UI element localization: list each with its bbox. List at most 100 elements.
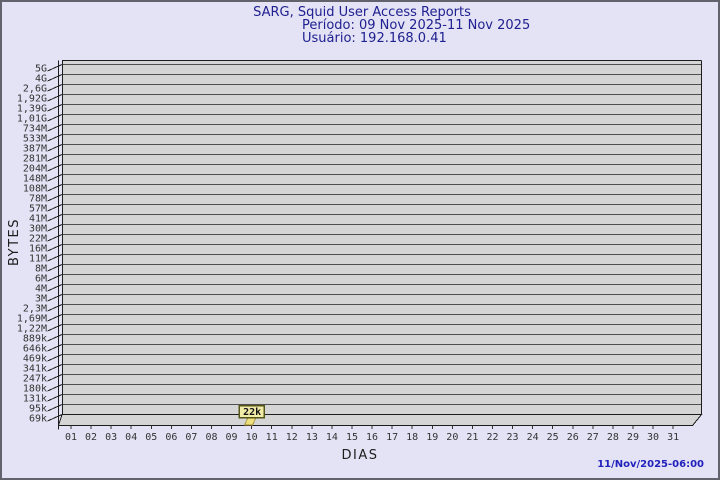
x-tick-label: 21 (466, 432, 478, 443)
y-tick (47, 254, 63, 262)
y-tick (47, 404, 63, 412)
y-tick (47, 304, 63, 312)
chart-layers: 5G4G2,6G1,92G1,39G1,01G734M533M387M281M2… (17, 60, 703, 443)
page-title: SARG, Squid User Access Reports (253, 5, 471, 20)
plot-wall (62, 60, 702, 415)
x-tick-label: 20 (446, 432, 458, 443)
y-tick (47, 194, 63, 202)
x-tick-label: 28 (607, 432, 619, 443)
y-tick-label: 69k (29, 414, 47, 425)
y-tick (47, 154, 63, 162)
x-tick-label: 24 (527, 432, 539, 443)
y-tick (47, 314, 63, 322)
x-tick-label: 08 (205, 432, 217, 443)
x-tick-label: 22 (486, 432, 498, 443)
y-tick-label: 131k (23, 394, 47, 405)
y-tick (47, 114, 63, 122)
x-tick-label: 14 (326, 432, 338, 443)
y-tick-label: 180k (23, 384, 47, 395)
x-tick-label: 30 (647, 432, 659, 443)
y-tick (47, 374, 63, 382)
y-tick (47, 264, 63, 272)
x-tick-label: 17 (386, 432, 398, 443)
x-tick-label: 27 (587, 432, 599, 443)
y-tick (47, 334, 63, 342)
y-tick-label: 16M (29, 244, 47, 255)
y-tick (47, 104, 63, 112)
y-tick (47, 214, 63, 222)
x-tick-label: 07 (185, 432, 197, 443)
y-tick-label: 4G (35, 74, 47, 85)
y-tick (47, 184, 63, 192)
y-tick (47, 144, 63, 152)
y-tick-label: 22M (29, 234, 47, 245)
y-tick (47, 84, 63, 92)
y-tick-label: 4M (35, 284, 47, 295)
x-tick-label: 06 (165, 432, 177, 443)
y-tick-label: 469k (23, 354, 47, 365)
x-tick-label: 09 (226, 432, 238, 443)
y-tick-label: 1,01G (17, 114, 47, 125)
x-tick-label: 13 (306, 432, 318, 443)
y-tick (47, 274, 63, 282)
y-tick (47, 74, 63, 82)
y-tick (47, 64, 63, 72)
report-period: Período: 09 Nov 2025-11 Nov 2025 (302, 18, 531, 33)
x-axis-title: DIAS (342, 448, 379, 463)
x-tick-label: 11 (266, 432, 278, 443)
bar-value-label: 22k (243, 407, 261, 418)
y-tick-label: 5G (35, 64, 47, 75)
y-tick-label: 1,22M (17, 324, 47, 335)
y-tick (47, 244, 63, 252)
y-tick (47, 384, 63, 392)
y-tick-label: 57M (29, 204, 47, 215)
x-tick-label: 12 (286, 432, 298, 443)
y-tick (47, 354, 63, 362)
y-tick (47, 174, 63, 182)
x-tick-label: 29 (627, 432, 639, 443)
y-tick (47, 364, 63, 372)
x-tick-label: 31 (667, 432, 679, 443)
y-tick-label: 1,92G (17, 94, 47, 105)
y-tick (47, 234, 63, 242)
x-tick-label: 25 (547, 432, 559, 443)
y-tick-label: 95k (29, 404, 47, 415)
x-tick-label: 18 (406, 432, 418, 443)
x-tick-label: 26 (567, 432, 579, 443)
x-tick-label: 04 (125, 432, 137, 443)
x-tick-label: 16 (366, 432, 378, 443)
y-tick-label: 6M (35, 274, 47, 285)
y-tick-label: 2,6G (23, 84, 47, 95)
y-tick (47, 204, 63, 212)
y-tick (47, 294, 63, 302)
y-tick-label: 734M (23, 124, 47, 135)
y-tick (47, 124, 63, 132)
y-tick (47, 134, 63, 142)
x-tick-label: 19 (426, 432, 438, 443)
y-tick-label: 2,3M (23, 304, 47, 315)
y-tick-label: 889k (23, 334, 47, 345)
y-tick-label: 281M (23, 154, 47, 165)
y-tick-label: 78M (29, 194, 47, 205)
report-user: Usuário: 192.168.0.41 (302, 31, 447, 46)
y-tick-label: 341k (23, 364, 47, 375)
y-tick (47, 164, 63, 172)
x-tick-label: 10 (246, 432, 258, 443)
x-tick-label: 02 (85, 432, 97, 443)
y-tick-label: 247k (23, 374, 47, 385)
generated-timestamp: 11/Nov/2025-06:00 (597, 459, 704, 470)
y-tick-label: 30M (29, 224, 47, 235)
y-tick (47, 394, 63, 402)
y-tick (47, 224, 63, 232)
y-tick (47, 284, 63, 292)
x-tick-label: 05 (145, 432, 157, 443)
y-tick-label: 148M (23, 174, 47, 185)
y-tick-label: 108M (23, 184, 47, 195)
x-tick-label: 01 (65, 432, 77, 443)
y-tick (47, 344, 63, 352)
bar-value-badge (238, 404, 265, 419)
y-tick-label: 533M (23, 134, 47, 145)
y-tick-label: 387M (23, 144, 47, 155)
y-axis-title: BYTES (7, 218, 22, 266)
